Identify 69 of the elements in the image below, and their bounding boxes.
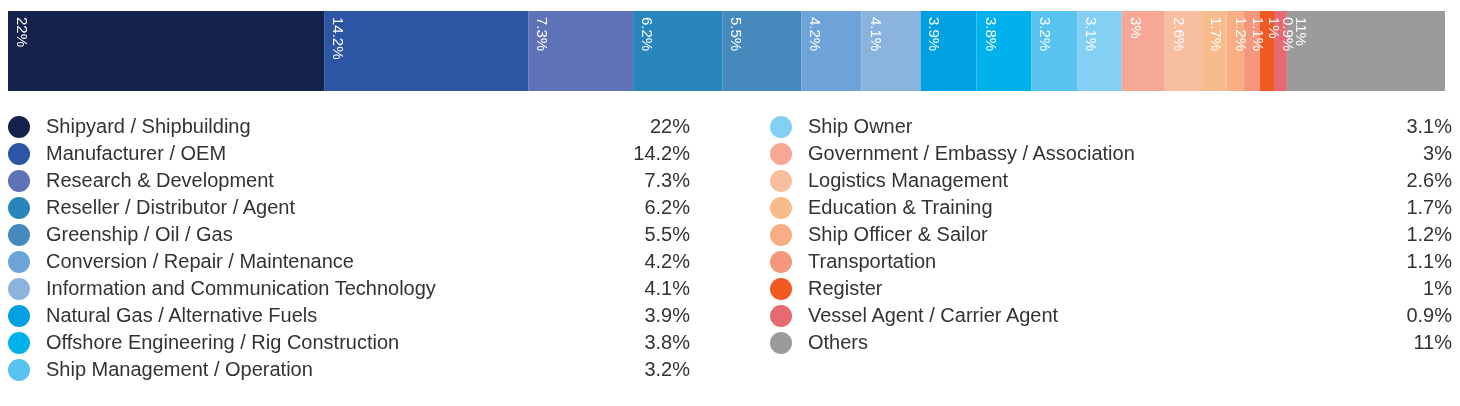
bar: [633, 11, 723, 91]
data-label: 3.1%: [1083, 17, 1101, 52]
legend-label: Offshore Engineering / Rig Construction: [46, 331, 401, 354]
legend-label: Manufacturer / OEM: [46, 142, 228, 165]
data-label: 2.6%: [1170, 17, 1188, 52]
data-label: 3.9%: [926, 17, 944, 52]
text: 3.1%: [1406, 115, 1452, 137]
bar: [1164, 11, 1203, 91]
text: 6.2%: [644, 196, 690, 218]
legend-label: Transportation: [808, 250, 938, 273]
legend-label: Ship Management / Operation: [46, 358, 314, 381]
legend-label: Greenship / Oil / Gas: [46, 223, 234, 246]
bar: [324, 11, 529, 91]
bar: [801, 11, 862, 91]
bar: [8, 11, 325, 91]
data-label: 6.2%: [639, 17, 657, 52]
data-label: 3.8%: [982, 17, 1000, 52]
text: 11%: [1413, 331, 1452, 353]
data-label: 22%: [14, 17, 31, 48]
data-label: 1.1%: [1249, 17, 1267, 52]
data-label: 3.2%: [1037, 17, 1055, 52]
bar: [528, 11, 634, 91]
text: 1.1%: [1406, 250, 1452, 272]
text: 3%: [1423, 142, 1452, 164]
text: 3.8%: [644, 331, 690, 353]
legend-label: Government / Embassy / Association: [808, 142, 1136, 165]
bar: [1121, 11, 1165, 91]
legend-label: Information and Communication Technology: [46, 277, 437, 300]
text: 2.6%: [1406, 169, 1452, 191]
text: 7.3%: [644, 169, 690, 191]
text: 1.7%: [1406, 196, 1452, 218]
bar: [1077, 11, 1122, 91]
text: 1%: [1423, 277, 1452, 299]
legend-label: Logistics Management: [808, 169, 1010, 192]
bar: [861, 11, 921, 91]
bar: [1202, 11, 1227, 91]
legend-label: Natural Gas / Alternative Fuels: [46, 304, 319, 327]
text: 3.2%: [644, 358, 690, 380]
bar: [1031, 11, 1078, 91]
bar: [920, 11, 977, 91]
data-label: 3%: [1127, 17, 1145, 39]
data-label: 7.3%: [534, 17, 552, 52]
legend-label: Research & Development: [46, 169, 275, 192]
legend-label: Others: [808, 331, 870, 354]
legend-label: Reseller / Distributor / Agent: [46, 196, 296, 219]
text: 14.2%: [633, 142, 690, 164]
data-label: 4.2%: [807, 17, 825, 52]
legend-label: Ship Owner: [808, 115, 914, 138]
data-label: 1%: [1265, 17, 1283, 39]
text: 0.9%: [1406, 304, 1452, 326]
legend-label: Vessel Agent / Carrier Agent: [808, 304, 1060, 327]
text: 4.2%: [644, 250, 690, 272]
data-label: 1.7%: [1208, 17, 1226, 52]
bar: [722, 11, 802, 91]
data-label: 4.1%: [867, 17, 885, 52]
text: 4.1%: [644, 277, 690, 299]
text: 5.5%: [644, 223, 690, 245]
legend-label: Register: [808, 277, 884, 300]
legend-label: Education & Training: [808, 196, 994, 219]
text: 1.2%: [1406, 223, 1452, 245]
data-label: 5.5%: [728, 17, 746, 52]
data-label: 14.2%: [330, 17, 348, 60]
legend-label: Conversion / Repair / Maintenance: [46, 250, 355, 273]
data-label: 1.2%: [1232, 17, 1250, 52]
bar: [976, 11, 1032, 91]
legend-label: Ship Officer & Sailor: [808, 223, 989, 246]
text: 22%: [649, 115, 690, 137]
legend-label: Shipyard / Shipbuilding: [46, 115, 252, 138]
text: 3.9%: [644, 304, 690, 326]
